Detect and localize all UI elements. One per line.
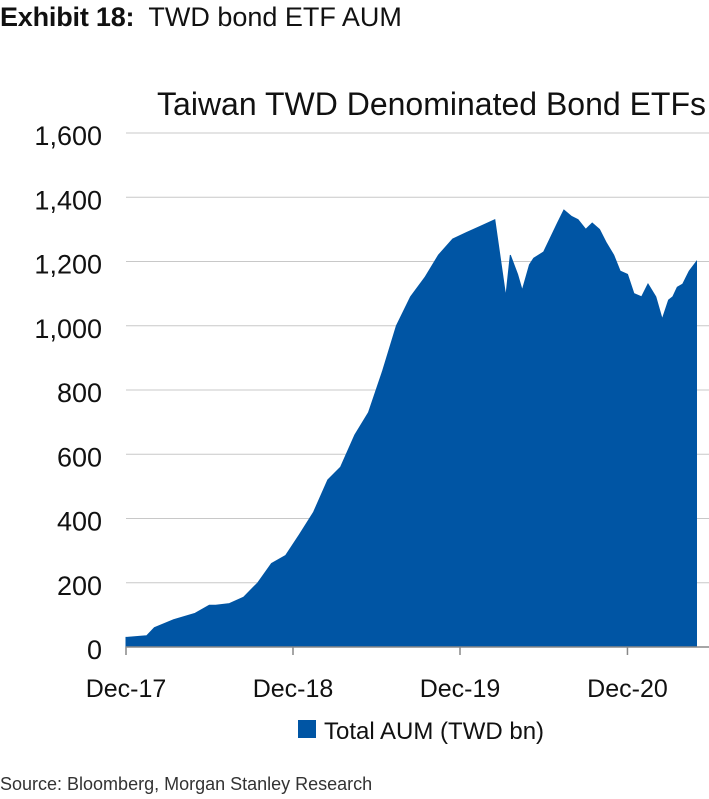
exhibit-header: Exhibit 18: TWD bond ETF AUM	[0, 2, 402, 38]
exhibit-label: Exhibit 18:	[0, 2, 135, 32]
y-tick-label: 400	[57, 507, 102, 537]
y-tick-label: 600	[57, 442, 102, 472]
x-tick-label: Dec-19	[420, 675, 501, 703]
series-area-total-aum	[125, 209, 697, 648]
x-tick-label: Dec-18	[253, 675, 334, 703]
chart-title: Taiwan TWD Denominated Bond ETFs	[157, 86, 706, 122]
source-note: Source: Bloomberg, Morgan Stanley Resear…	[0, 774, 373, 794]
legend-label: Total AUM (TWD bn)	[324, 718, 544, 745]
x-tick-label: Dec-20	[587, 675, 668, 703]
legend-swatch	[298, 720, 316, 738]
y-tick-label: 800	[57, 378, 102, 408]
legend: Total AUM (TWD bn)	[298, 718, 544, 745]
x-tick-label: Dec-17	[86, 675, 167, 703]
exhibit-title: TWD bond ETF AUM	[148, 2, 402, 32]
axes: Dec-17 Dec-18 Dec-19 Dec-20	[86, 646, 709, 703]
y-tick-label: 1,200	[34, 250, 102, 280]
y-tick-label: 1,000	[34, 314, 102, 344]
area-chart: 0 200 400 600 800 1,000 1,200 1,400 1,600 Dec-17…	[34, 86, 709, 745]
y-tick-label: 1,600	[34, 121, 102, 151]
y-tick-label: 0	[87, 635, 102, 665]
y-tick-label: 200	[57, 571, 102, 601]
y-tick-label: 1,400	[34, 185, 102, 215]
